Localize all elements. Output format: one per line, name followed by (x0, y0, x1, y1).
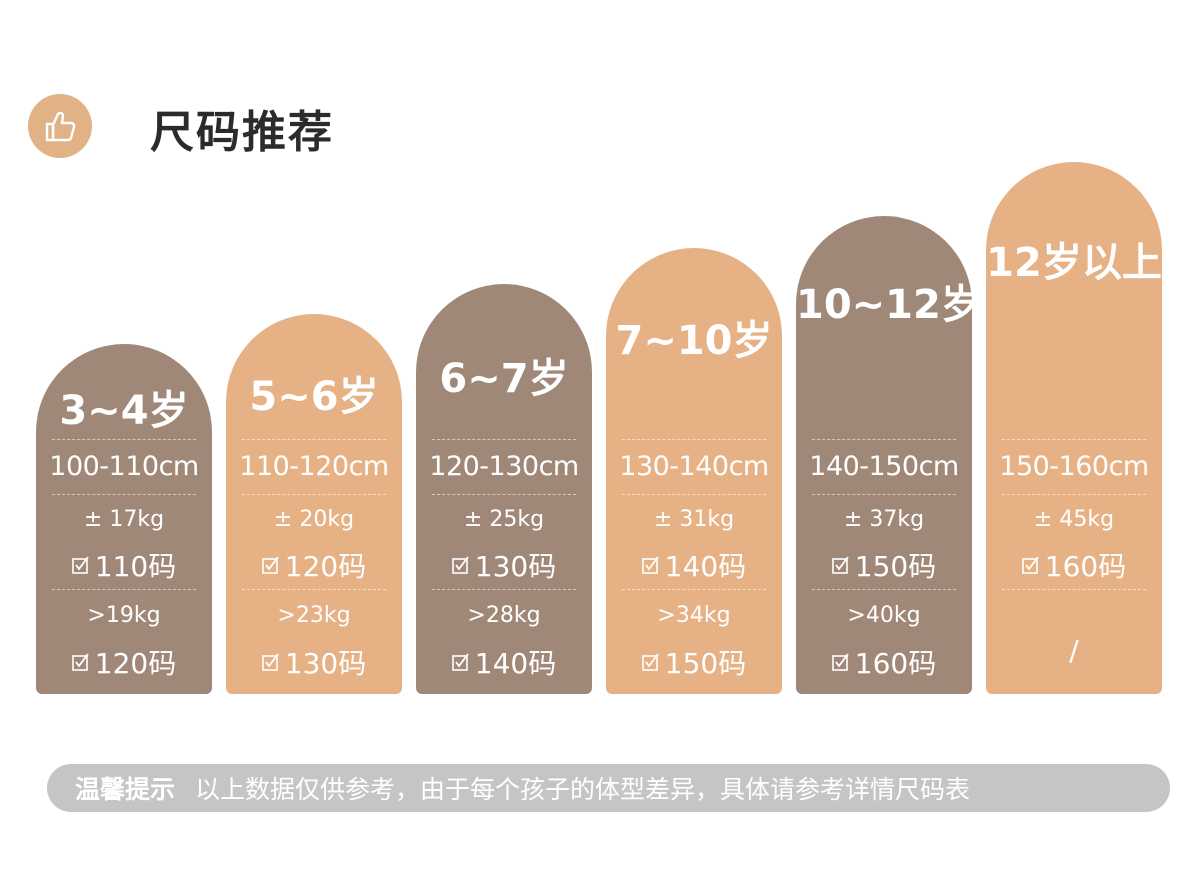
size-label: 130码 (474, 550, 557, 583)
size-card-12-plus: 12岁以上 150-160cm ± 45kg 160码 / (986, 162, 1162, 694)
checkbox-check-icon (451, 653, 469, 671)
age-title: 3~4岁 (59, 388, 189, 434)
over-size-recommendation: 120码 (36, 642, 212, 682)
size-card-10-12: 10~12岁 140-150cm ± 37kg 150码 >40kg 160码 (796, 216, 981, 694)
checkbox-check-icon (641, 556, 659, 574)
size-label: 160码 (854, 647, 937, 680)
over-size-recommendation: 140码 (416, 642, 592, 682)
size-label: 160码 (1044, 550, 1127, 583)
checkbox-check-icon (831, 556, 849, 574)
height-range: 130-140cm (619, 451, 769, 482)
checkbox-check-icon (71, 653, 89, 671)
card-body: 100-110cm ± 17kg 110码 >19kg 120码 (36, 439, 212, 694)
size-label: 130码 (284, 647, 367, 680)
size-card-5-6: 5~6岁 110-120cm ± 20kg 120码 >23kg 130码 (226, 314, 402, 694)
size-recommendation: 130码 (416, 545, 592, 585)
over-weight-value: >34kg (657, 603, 731, 628)
weight-value: ± 17kg (83, 507, 165, 532)
size-recommendation: 160码 (986, 545, 1162, 585)
height-range: 150-160cm (999, 451, 1149, 482)
checkbox-check-icon (71, 556, 89, 574)
weight-value: ± 45kg (1033, 507, 1115, 532)
card-body: 150-160cm ± 45kg 160码 / (986, 439, 1162, 694)
weight-value: ± 20kg (273, 507, 355, 532)
height-range: 100-110cm (49, 451, 199, 482)
over-weight-value: >23kg (277, 603, 351, 628)
checkbox-check-icon (1021, 556, 1039, 574)
size-recommendation: 110码 (36, 545, 212, 585)
tip-text: 以上数据仅供参考，由于每个孩子的体型差异，具体请参考详情尺码表 (195, 775, 971, 804)
over-weight-value: >40kg (847, 603, 921, 628)
size-recommendation: 120码 (226, 545, 402, 585)
card-body: 110-120cm ± 20kg 120码 >23kg 130码 (226, 439, 402, 694)
size-recommendation: 150码 (796, 545, 972, 585)
card-body: 120-130cm ± 25kg 130码 >28kg 140码 (416, 439, 592, 694)
age-title: 6~7岁 (439, 356, 569, 402)
checkbox-check-icon (261, 653, 279, 671)
over-size-recommendation: 150码 (606, 642, 782, 682)
age-title: 7~10岁 (615, 318, 773, 364)
height-range: 110-120cm (239, 451, 389, 482)
age-title: 12岁以上 (986, 240, 1162, 286)
over-size-recommendation: 130码 (226, 642, 402, 682)
tip-label: 温馨提示 (75, 775, 176, 804)
size-label: 120码 (94, 647, 177, 680)
size-label: 140码 (664, 550, 747, 583)
card-body: 130-140cm ± 31kg 140码 >34kg 150码 (606, 439, 782, 694)
over-size-recommendation: 160码 (796, 642, 972, 682)
size-label: 120码 (284, 550, 367, 583)
size-card-3-4: 3~4岁 100-110cm ± 17kg 110码 >19kg 120码 (36, 344, 212, 694)
age-title: 5~6岁 (249, 374, 379, 420)
page-title: 尺码推荐 (150, 107, 334, 158)
weight-value: ± 37kg (843, 507, 925, 532)
checkbox-check-icon (831, 653, 849, 671)
tip-bar: 温馨提示 以上数据仅供参考，由于每个孩子的体型差异，具体请参考详情尺码表 (47, 764, 1170, 812)
size-label: 150码 (854, 550, 937, 583)
checkbox-check-icon (261, 556, 279, 574)
size-card-7-10: 7~10岁 130-140cm ± 31kg 140码 >34kg 150码 (606, 248, 782, 694)
over-weight-value: >19kg (87, 603, 161, 628)
size-recommendation: 140码 (606, 545, 782, 585)
age-title: 10~12岁 (796, 282, 981, 328)
checkbox-check-icon (641, 653, 659, 671)
weight-value: ± 25kg (463, 507, 545, 532)
over-weight-value: >28kg (467, 603, 541, 628)
card-body: 140-150cm ± 37kg 150码 >40kg 160码 (796, 439, 972, 694)
thumbs-up-icon (28, 94, 92, 158)
size-label: 140码 (474, 647, 557, 680)
size-label: 150码 (664, 647, 747, 680)
height-range: 140-150cm (809, 451, 959, 482)
checkbox-check-icon (451, 556, 469, 574)
size-label: 110码 (94, 550, 177, 583)
height-range: 120-130cm (429, 451, 579, 482)
no-data-slash: / (1069, 634, 1079, 667)
weight-value: ± 31kg (653, 507, 735, 532)
size-card-6-7: 6~7岁 120-130cm ± 25kg 130码 >28kg 140码 (416, 284, 592, 694)
